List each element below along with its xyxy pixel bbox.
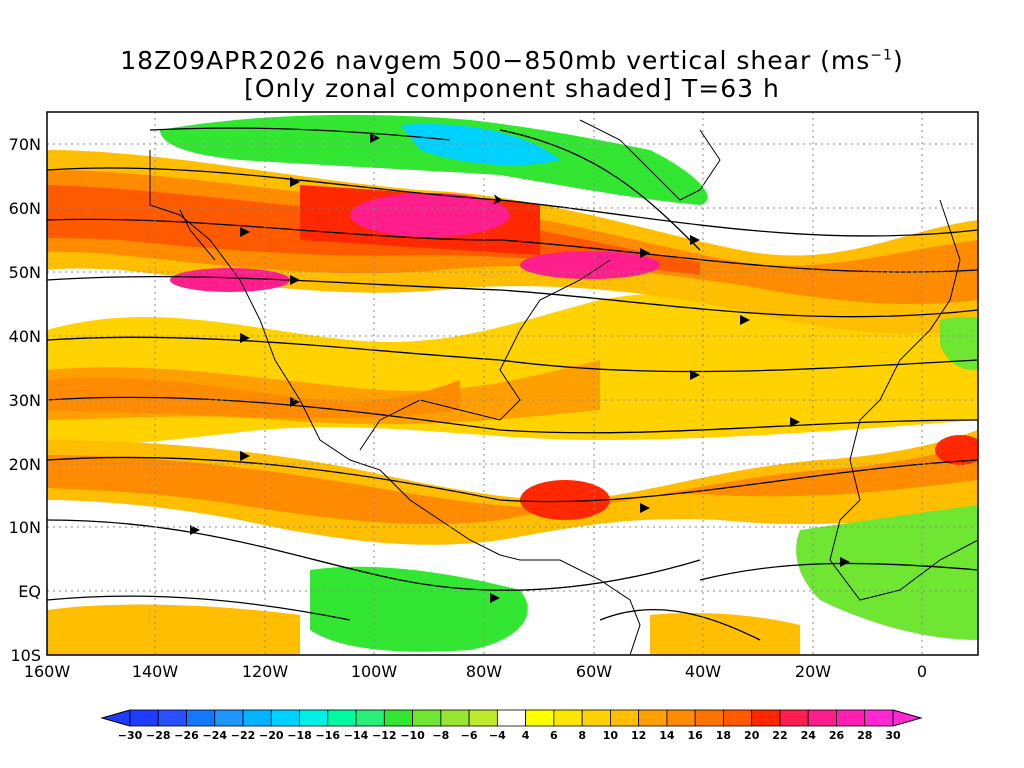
colorbar-label: −26 [174,729,199,742]
colorbar-swatch [807,709,837,727]
colorbar-swatch [864,709,894,727]
colorbar-swatch [383,709,413,727]
colorbar-swatch [553,709,583,727]
colorbar-swatch [468,709,498,727]
colorbar-label: −28 [146,729,171,742]
colorbar-label: −18 [287,729,312,742]
colorbar-swatch [610,709,640,727]
map-title-line2: [Only zonal component shaded] T=63 h [244,74,780,103]
colorbar-swatch [157,709,187,727]
colorbar: −30 −28 −26 −24 −22 −20 −18 −16 −14 −12 −10 −8 −6 −4 4… [100,709,923,742]
streamlines [47,127,978,641]
colorbar-label: −30 [118,729,143,742]
colorbar-label: 6 [550,729,558,742]
plot-frame [46,111,979,656]
colorbar-swatch [694,709,724,727]
colorbar-label: 12 [631,729,646,742]
colorbar-swatch [412,709,442,727]
gridlines [47,112,978,655]
lat-label: 60N [9,199,41,218]
lon-label: 20W [795,662,831,681]
colorbar-label: −8 [432,729,449,742]
lat-label: 40N [9,327,41,346]
colorbar-label: 16 [688,729,704,742]
colorbar-label: −16 [316,729,341,742]
colorbar-swatch [186,709,216,727]
shaded-field [47,112,978,655]
colorbar-swatch [440,709,470,727]
lon-label: 40W [685,662,721,681]
colorbar-swatch [327,709,357,727]
lat-label: 70N [9,135,41,154]
colorbar-swatch [581,709,611,727]
longitude-labels: 160W 140W 120W 100W 80W 60W 40W 20W 0 [24,662,927,681]
colorbar-label: −24 [203,729,228,742]
colorbar-swatch [638,709,668,727]
lat-label: 30N [9,391,41,410]
lat-label: 20N [9,455,41,474]
colorbar-swatch [836,709,866,727]
colorbar-arrow-low [100,709,131,727]
colorbar-label: −20 [259,729,284,742]
lon-label: 60W [576,662,612,681]
colorbar-label: −4 [489,729,506,742]
colorbar-swatch [723,709,753,727]
lat-label: 10N [9,518,41,537]
colorbar-label: 10 [603,729,619,742]
lat-label: 50N [9,263,41,282]
colorbar-label: 4 [522,729,530,742]
colorbar-swatch [779,709,809,727]
colorbar-label: −14 [344,729,369,742]
colorbar-swatch [355,709,385,727]
colorbar-label: −6 [461,729,478,742]
lat-label: EQ [18,582,41,601]
lon-label: 160W [24,662,71,681]
colorbar-label: 18 [716,729,731,742]
colorbar-swatch [751,709,781,727]
map-title-line1: 18Z09APR2026 navgem 500−850mb vertical s… [120,46,904,75]
colorbar-label: 8 [578,729,586,742]
lon-label: 100W [351,662,398,681]
colorbar-label: 26 [829,729,845,742]
colorbar-swatch [242,709,272,727]
colorbar-swatch [270,709,300,727]
lon-label: 0 [917,662,927,681]
lon-label: 120W [242,662,289,681]
colorbar-label: 20 [744,729,760,742]
colorbar-swatch [525,709,555,727]
lon-label: 140W [132,662,179,681]
colorbar-arrow-high [892,709,923,727]
colorbar-label: 30 [885,729,901,742]
colorbar-swatch [299,709,329,727]
streamline-arrows [190,133,850,603]
colorbar-label: −22 [231,729,256,742]
colorbar-label: 28 [857,729,872,742]
colorbar-label: −12 [372,729,397,742]
colorbar-swatch [666,709,696,727]
lon-label: 80W [466,662,502,681]
colorbar-swatch [129,709,159,727]
colorbar-label: 24 [801,729,817,742]
latitude-labels: 70N 60N 50N 40N 30N 20N 10N EQ 10S [9,135,41,665]
lat-label: 10S [10,646,41,665]
colorbar-label: 14 [659,729,675,742]
colorbar-swatch [214,709,244,727]
colorbar-label: −10 [400,729,425,742]
colorbar-label: 22 [772,729,787,742]
colorbar-swatch [496,709,527,727]
